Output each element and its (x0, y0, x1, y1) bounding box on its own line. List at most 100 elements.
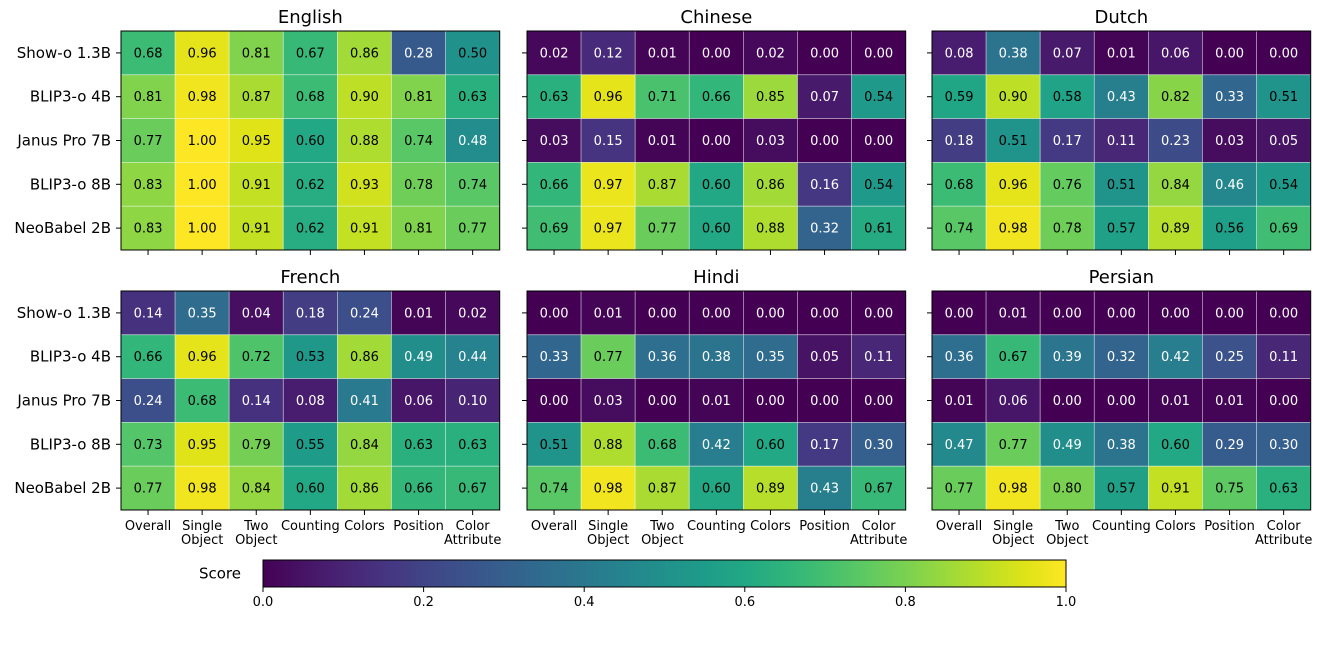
cell-value-label: 0.00 (1053, 394, 1082, 409)
cell-value-label: 0.06 (999, 394, 1028, 409)
column-tick-label-line: Two (1054, 519, 1079, 534)
cell-value-label: 0.77 (594, 350, 623, 365)
cell-value-label: 0.62 (296, 222, 325, 237)
cell-value-label: 0.71 (648, 90, 677, 105)
heatmap-cell (391, 334, 446, 379)
cell-value-label: 0.33 (1215, 90, 1244, 105)
heatmap-cell (282, 378, 338, 423)
heatmap-cell (336, 421, 392, 467)
column-tick-label: Overall (125, 519, 171, 534)
cell-value-label: 0.74 (404, 134, 433, 149)
column-tick-label-line: Color (1267, 519, 1302, 534)
heatmap-cell (634, 334, 690, 379)
cell-value-label: 0.54 (1269, 178, 1298, 193)
heatmap-cell (580, 465, 636, 511)
cell-value-label: 0.00 (864, 46, 893, 61)
cell-value-label: 0.95 (242, 134, 271, 149)
cell-value-label: 0.68 (296, 90, 325, 105)
cell-value-label: 0.51 (1269, 90, 1298, 105)
heatmap-cell (634, 421, 690, 467)
heatmap-cell (1148, 30, 1203, 76)
heatmap-cell (228, 118, 284, 163)
cell-value-label: 0.07 (810, 90, 839, 105)
cell-value-label: 0.90 (999, 90, 1028, 105)
heatmap-cell (120, 161, 176, 207)
cell-value-label: 0.01 (594, 306, 623, 321)
column-tick-label-line: Overall (125, 519, 171, 534)
cell-value-label: 0.17 (810, 438, 839, 453)
panel-french: French 0.14 0.35 0.04 0.18 0.24 0.01 0.02 0.66 0.… (14, 267, 501, 548)
cell-value-label: 0.01 (945, 394, 974, 409)
heatmap-cell (445, 161, 501, 207)
cell-value-label: 0.29 (1215, 438, 1244, 453)
cell-value-label: 0.00 (756, 306, 785, 321)
colorbar: 0.0 0.2 0.4 0.6 0.8 1.0 Score (199, 559, 1076, 610)
cell-value-label: 0.96 (188, 46, 217, 61)
heatmap-cell (526, 378, 582, 423)
cell-value-label: 0.36 (648, 350, 677, 365)
cell-value-label: 0.07 (1053, 46, 1082, 61)
heatmap-cell (228, 378, 284, 423)
panel-persian: Persian 0.00 0.01 0.00 0.00 0.00 0.00 0.00 0.36 0… (927, 267, 1312, 548)
cell-value-label: 0.00 (864, 306, 893, 321)
cell-value-label: 0.82 (1161, 90, 1190, 105)
cell-value-label: 1.00 (188, 222, 217, 237)
cell-value-label: 0.88 (350, 134, 379, 149)
heatmap-cell (634, 378, 690, 423)
heatmap-cell (120, 205, 176, 251)
column-tick-label: Single Object (992, 519, 1034, 548)
cell-value-label: 0.85 (756, 90, 785, 105)
cell-value-label: 0.06 (404, 394, 433, 409)
cell-value-label: 0.98 (999, 222, 1028, 237)
panel-title: English (278, 7, 343, 28)
heatmap-cell (1039, 465, 1095, 511)
heatmap-cell (391, 378, 446, 423)
cell-value-label: 0.80 (1053, 482, 1082, 497)
column-tick-label-line: Single (993, 519, 1033, 534)
cell-value-label: 0.96 (999, 178, 1028, 193)
cell-value-label: 0.01 (1161, 394, 1190, 409)
cell-value-label: 0.23 (1161, 134, 1190, 149)
heatmap-cell (743, 205, 798, 251)
cell-value-label: 0.88 (594, 438, 623, 453)
row-tick-label: BLIP3-o 8B (30, 435, 111, 453)
heatmap-cell (580, 30, 636, 76)
cell-value-label: 0.60 (702, 222, 731, 237)
heatmap-cell (1202, 74, 1257, 120)
column-tick-label: Colors (1155, 519, 1196, 534)
cell-value-label: 0.74 (945, 222, 974, 237)
heatmap-cell (391, 465, 446, 511)
cell-value-label: 0.75 (1215, 482, 1244, 497)
heatmap-cell (1202, 421, 1257, 467)
cell-value-label: 0.00 (540, 306, 569, 321)
heatmap-cell (1039, 378, 1095, 423)
cell-value-label: 0.24 (350, 306, 379, 321)
cell-value-label: 0.05 (1269, 134, 1298, 149)
cell-value-label: 0.00 (702, 46, 731, 61)
cell-value-label: 0.78 (404, 178, 433, 193)
heatmap-cell (985, 30, 1041, 76)
cell-value-label: 0.00 (945, 306, 974, 321)
column-tick-label-line: Colors (1155, 519, 1196, 534)
column-tick-label-line: Two (243, 519, 268, 534)
cell-value-label: 0.39 (1053, 350, 1082, 365)
heatmap-cell (688, 205, 744, 251)
heatmap-cell (1256, 74, 1312, 120)
cell-value-label: 0.68 (648, 438, 677, 453)
heatmap-cell (985, 161, 1041, 207)
cell-value-label: 0.60 (296, 134, 325, 149)
heatmap-cell (1148, 465, 1203, 511)
column-tick-label: Position (799, 519, 850, 534)
heatmap-cell (580, 334, 636, 379)
heatmap-cell (1148, 290, 1203, 336)
cell-value-label: 1.00 (188, 178, 217, 193)
heatmap-cell (391, 161, 446, 207)
heatmap-cell (743, 290, 798, 336)
cell-value-label: 0.00 (864, 134, 893, 149)
heatmap-cell (1093, 118, 1149, 163)
heatmap-cell (1256, 205, 1312, 251)
cell-value-label: 0.00 (702, 134, 731, 149)
cell-value-label: 0.84 (242, 482, 271, 497)
heatmap-cell (1093, 205, 1149, 251)
heatmap-cell (174, 118, 230, 163)
